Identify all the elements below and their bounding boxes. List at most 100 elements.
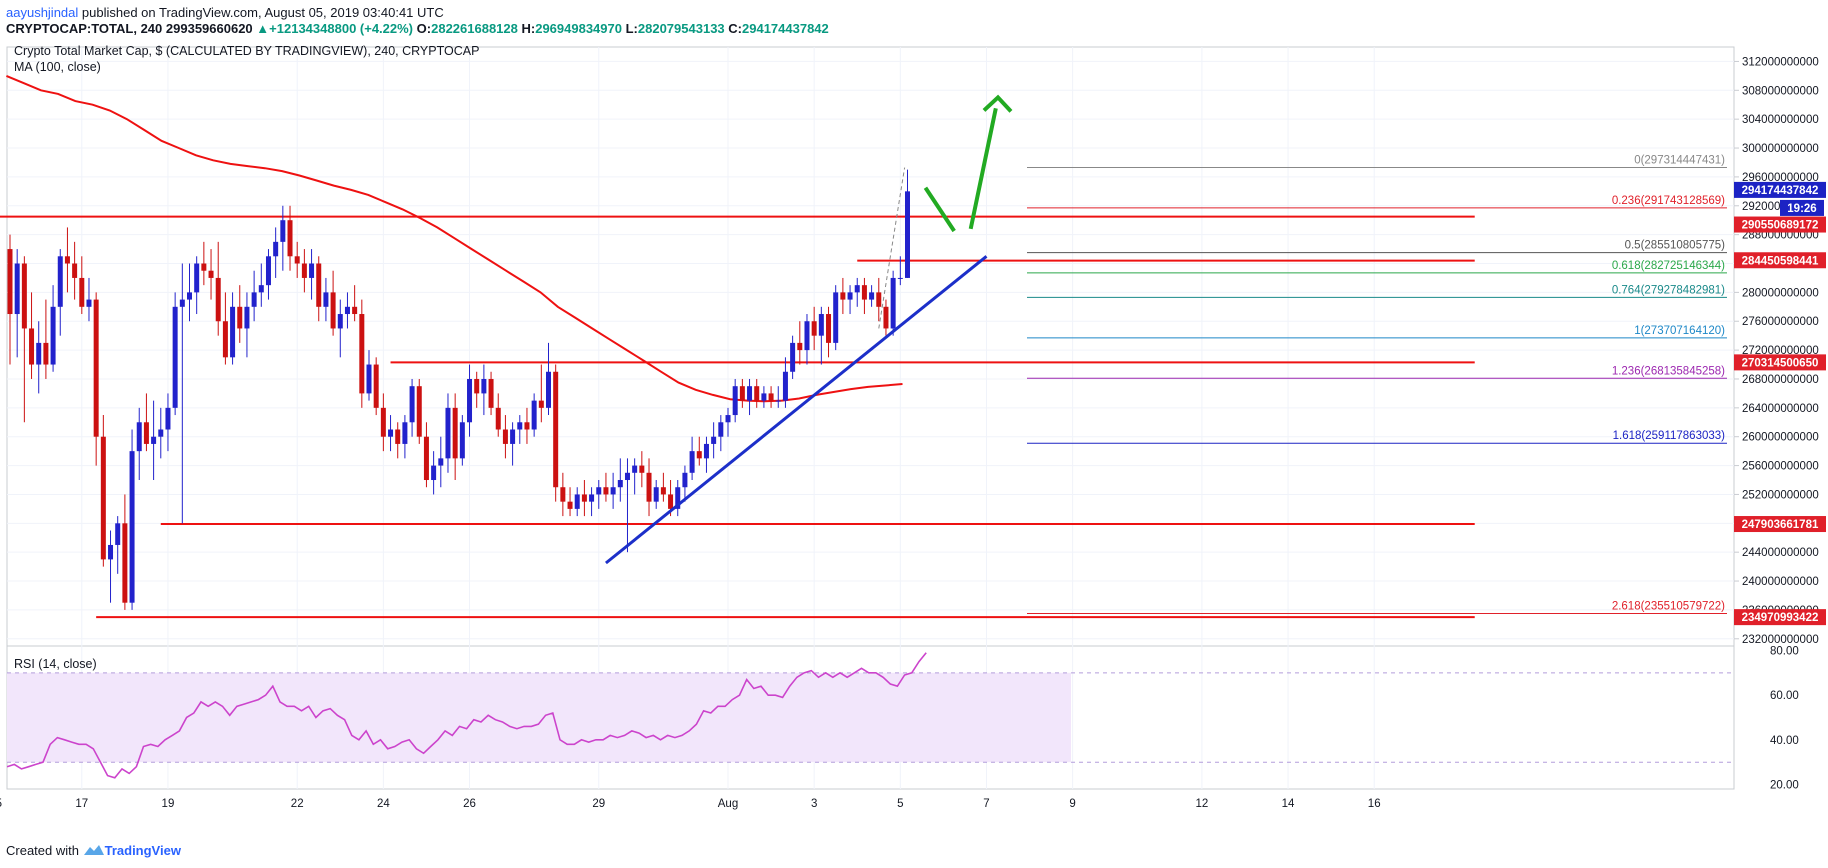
price-tag-label: 270314500650 — [1742, 357, 1819, 369]
price-pane[interactable] — [6, 46, 1735, 649]
time-tick-label: 15 — [0, 798, 2, 810]
candle-body — [64, 256, 70, 264]
rsi-tick-label: 40.00 — [1770, 735, 1799, 747]
candle-body — [861, 285, 867, 300]
candle-body — [251, 292, 257, 307]
fibonacci-levels: 0(297314447431) 0.236(291743128569) 0.5(28… — [878, 155, 1727, 615]
candle-body — [179, 299, 185, 307]
high-value: 296949834970 — [535, 21, 622, 36]
price-tick-label: 276000000000 — [1742, 316, 1819, 328]
candle-body — [718, 422, 724, 437]
candle-body — [617, 480, 623, 488]
fib-label: 1.618(259117863033) — [1613, 430, 1726, 442]
candle-body — [474, 378, 480, 394]
price-tag-label: 19:26 — [1787, 203, 1816, 215]
fib-connector — [878, 167, 906, 329]
rsi-tick-label: 80.00 — [1770, 645, 1799, 657]
candle-body — [14, 263, 20, 315]
tradingview-brand[interactable]: TradingView — [104, 843, 181, 858]
price-tick-label: 312000000000 — [1742, 56, 1819, 68]
candle-body — [244, 306, 250, 329]
candle-body — [21, 263, 27, 329]
candle-body — [108, 544, 114, 560]
rsi-14-line — [6, 652, 927, 779]
candle-body — [711, 436, 717, 444]
time-tick-label: 16 — [1368, 798, 1381, 810]
price-tick-label: 280000000000 — [1742, 287, 1819, 299]
candle-body — [675, 487, 681, 509]
candle-body — [301, 263, 307, 278]
rsi-tick-label: 60.00 — [1770, 690, 1799, 702]
candle-body — [689, 451, 695, 473]
candle-body — [703, 443, 709, 459]
candle-body — [237, 306, 243, 329]
candle-body — [775, 400, 781, 402]
last-value: 299359660620 — [165, 21, 253, 36]
author-link[interactable]: aayushjindal — [6, 5, 79, 20]
price-tick-label: 260000000000 — [1742, 432, 1819, 444]
fib-label: 2.618(235510579722) — [1612, 601, 1725, 613]
time-tick-label: Aug — [718, 798, 738, 810]
candle-body — [467, 378, 473, 423]
time-tick-label: 22 — [291, 798, 304, 810]
time-tick-label: 9 — [1069, 798, 1075, 810]
high-label: H: — [521, 21, 536, 36]
candle-body — [581, 494, 587, 502]
price-tag-bg — [1734, 609, 1826, 626]
candle-body — [653, 487, 659, 502]
candle-body — [761, 393, 767, 401]
close-label: C: — [728, 21, 742, 36]
candle-body — [115, 523, 121, 545]
candle-body — [373, 364, 379, 408]
candle-body — [610, 487, 616, 495]
upside-arrow-head — [982, 94, 1013, 113]
fib-label: 0.618(282725146344) — [1612, 260, 1725, 272]
candlesticks — [7, 169, 910, 610]
candle-body — [194, 263, 200, 293]
candle-body — [230, 306, 236, 358]
candle-body — [524, 422, 530, 430]
time-tick-label: 5 — [897, 798, 903, 810]
price-tag-bg — [1734, 216, 1826, 233]
candle-body — [574, 494, 580, 509]
price-tick-label: 296000000000 — [1742, 172, 1819, 184]
candle-body — [431, 465, 437, 481]
candle-body — [445, 407, 451, 459]
candle-body — [366, 364, 372, 394]
ascending-trendline — [604, 255, 988, 565]
candle-body — [409, 386, 415, 423]
candle-body — [380, 407, 386, 437]
candle-body — [488, 378, 494, 408]
price-tick-label: 244000000000 — [1742, 547, 1819, 559]
candle-body — [294, 256, 300, 264]
price-tick-label: 272000000000 — [1742, 345, 1819, 357]
candle-body — [725, 415, 731, 423]
candle-body — [7, 249, 13, 315]
candle-body — [854, 285, 860, 293]
candle-body — [151, 436, 157, 444]
price-axis[interactable]: 2320000000002360000000002400000000002440… — [1734, 56, 1819, 646]
candle-body — [280, 220, 286, 242]
candle-body — [732, 386, 738, 416]
trendline[interactable] — [604, 255, 988, 565]
open-value: 282261688128 — [431, 21, 518, 36]
fib-label: 1(273707164120) — [1634, 325, 1725, 337]
price-tag-label: 247903661781 — [1742, 519, 1819, 531]
open-label: O: — [416, 21, 432, 36]
candle-body — [402, 422, 408, 444]
candle-body — [747, 386, 753, 401]
candle-body — [883, 306, 889, 329]
candle-body — [352, 306, 358, 315]
candle-body — [330, 292, 336, 329]
rsi-tick-label: 20.00 — [1770, 780, 1799, 792]
rsi-axis[interactable]: 80.00 60.00 40.00 20.00 — [1770, 645, 1799, 791]
candle-body — [57, 256, 63, 307]
ma-legend: MA (100, close) — [14, 60, 101, 74]
ma-100-line — [6, 74, 903, 403]
candle-body — [826, 314, 832, 343]
chart-area[interactable]: 0(297314447431) 0.236(291743128569) 0.5(28… — [0, 40, 1828, 840]
price-tick-label: 256000000000 — [1742, 461, 1819, 473]
candle-body — [589, 494, 595, 502]
time-axis[interactable]: 15 17 19 22 24 26 29 Aug 3 5 7 9 12 14 16 — [0, 798, 1381, 810]
candle-body — [36, 342, 42, 365]
